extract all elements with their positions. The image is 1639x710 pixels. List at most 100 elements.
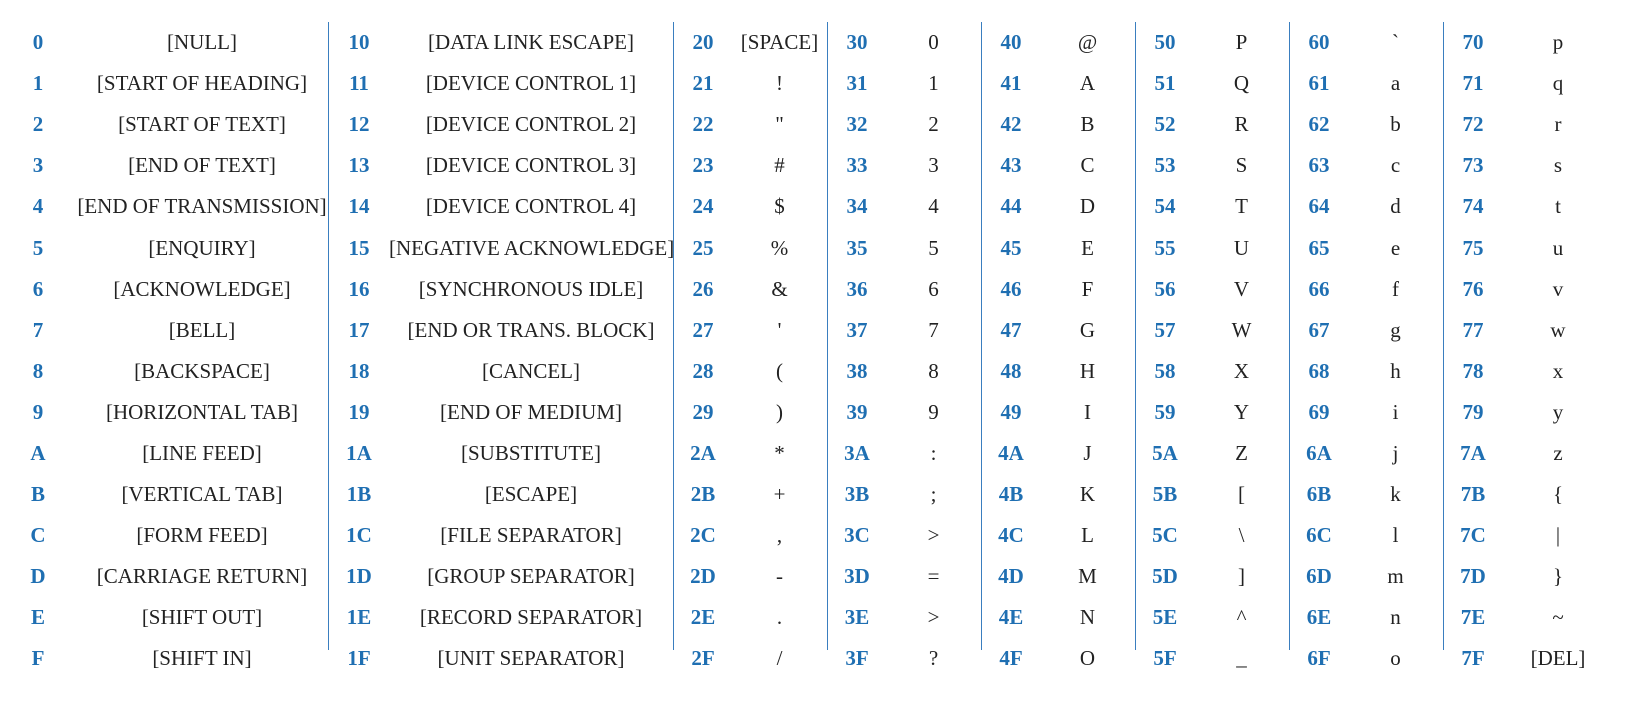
character-value: [END OF TEXT] <box>128 153 276 178</box>
character-value: [CANCEL] <box>482 358 580 383</box>
ascii-row: 5C \ <box>1136 515 1289 556</box>
hex-code: 6F <box>1307 646 1331 671</box>
hex-code: F <box>31 646 45 671</box>
hex-code: 1C <box>346 523 372 548</box>
character-value: K <box>1079 482 1096 507</box>
character-value: F <box>1081 276 1094 301</box>
hex-code: 4A <box>998 440 1024 465</box>
ascii-row: 53 S <box>1136 145 1289 186</box>
hex-code: 6E <box>1306 605 1332 630</box>
ascii-row: 28 ( <box>674 351 827 392</box>
hex-code: 70 <box>1462 30 1484 55</box>
character-value: t <box>1555 194 1561 219</box>
hex-code: 52 <box>1154 112 1176 137</box>
ascii-row: 2F / <box>674 638 827 679</box>
ascii-row: 1C [FILE SEPARATOR] <box>329 515 673 556</box>
character-value: [ <box>1238 482 1245 507</box>
character-value: [END OF MEDIUM] <box>440 399 622 424</box>
ascii-row: 7E ~ <box>1444 597 1614 638</box>
character-value: # <box>774 153 785 178</box>
character-value: _ <box>1236 646 1247 671</box>
hex-code: 35 <box>846 235 868 260</box>
character-value: i <box>1392 399 1399 424</box>
character-value: [FORM FEED] <box>136 523 268 548</box>
ascii-row: 2E. <box>674 597 827 638</box>
ascii-row: 10 [DATA LINK ESCAPE] <box>329 22 673 63</box>
ascii-row: 4D M <box>982 556 1135 597</box>
character-value: [NEGATIVE ACKNOWLEDGE] <box>389 235 675 260</box>
ascii-row: C [FORM FEED] <box>0 515 328 556</box>
ascii-row: 29) <box>674 392 827 433</box>
ascii-row: 43 C <box>982 145 1135 186</box>
ascii-row: 60 ` <box>1290 22 1443 63</box>
ascii-row: 70 p <box>1444 22 1614 63</box>
hex-code: 20 <box>692 30 714 55</box>
character-value: [UNIT SEPARATOR] <box>437 646 625 671</box>
hex-code: 53 <box>1154 153 1176 178</box>
hex-code: 42 <box>1000 112 1022 137</box>
character-value: [SHIFT OUT] <box>141 605 263 630</box>
ascii-row: 2D - <box>674 556 827 597</box>
hex-code: 5A <box>1152 440 1178 465</box>
character-value: s <box>1553 153 1563 178</box>
hex-code: 5C <box>1152 523 1178 548</box>
hex-code: 2 <box>32 112 44 137</box>
hex-code: 7E <box>1460 605 1486 630</box>
character-value: 6 <box>928 276 939 301</box>
hex-code: 76 <box>1462 276 1484 301</box>
character-value: Z <box>1235 440 1248 465</box>
ascii-row: 71 q <box>1444 63 1614 104</box>
hex-code: 32 <box>846 112 868 137</box>
character-value: [NULL] <box>167 30 237 55</box>
character-value: [DEVICE CONTROL 4] <box>425 194 637 219</box>
ascii-row: 18 [CANCEL] <box>329 351 673 392</box>
hex-code: 6D <box>1306 564 1332 589</box>
character-value: ^ <box>1236 605 1247 630</box>
character-value: ? <box>928 646 939 671</box>
ascii-row: 2B + <box>674 474 827 515</box>
hex-code: 4E <box>998 605 1024 630</box>
hex-code: 14 <box>348 194 370 219</box>
ascii-row: 6B k <box>1290 474 1443 515</box>
hex-code: 5F <box>1153 646 1177 671</box>
character-value: [VERTICAL TAB] <box>121 482 283 507</box>
hex-code: 31 <box>846 71 868 96</box>
ascii-row: 5D] <box>1136 556 1289 597</box>
ascii-row: 58 X <box>1136 351 1289 392</box>
ascii-row: 3 [END OF TEXT] <box>0 145 328 186</box>
ascii-row: 0 [NULL] <box>0 22 328 63</box>
hex-code: 2B <box>690 482 716 507</box>
ascii-row: 44 D <box>982 186 1135 227</box>
ascii-row: 49 I <box>982 392 1135 433</box>
hex-code: 62 <box>1308 112 1330 137</box>
hex-code: 78 <box>1462 358 1484 383</box>
hex-code: 6B <box>1306 482 1332 507</box>
ascii-row: 40 @ <box>982 22 1135 63</box>
character-value: [START OF TEXT] <box>118 112 286 137</box>
hex-code: 56 <box>1154 276 1176 301</box>
ascii-row: D [CARRIAGE RETURN] <box>0 556 328 597</box>
hex-code: 4B <box>998 482 1024 507</box>
character-value: N <box>1079 605 1096 630</box>
character-value: ; <box>930 482 937 507</box>
hex-code: 5B <box>1152 482 1178 507</box>
ascii-group: 10 [DATA LINK ESCAPE] 11 [DEVICE CONTROL 1]… <box>328 22 675 670</box>
hex-code: 13 <box>348 153 370 178</box>
ascii-row: 22 " <box>674 104 827 145</box>
ascii-row: 8 [BACKSPACE] <box>0 351 328 392</box>
character-value: = <box>927 564 940 589</box>
ascii-row: 12 [DEVICE CONTROL 2] <box>329 104 673 145</box>
hex-code: 34 <box>846 194 868 219</box>
character-value: > <box>927 605 940 630</box>
ascii-row: 47 G <box>982 310 1135 351</box>
hex-code: D <box>30 564 46 589</box>
character-value: $ <box>774 194 785 219</box>
hex-code: 18 <box>348 358 370 383</box>
character-value: [BELL] <box>168 317 236 342</box>
ascii-row: 76 v <box>1444 269 1614 310</box>
ascii-row: 11 [DEVICE CONTROL 1] <box>329 63 673 104</box>
ascii-row: 66 f <box>1290 269 1443 310</box>
ascii-row: 54 T <box>1136 186 1289 227</box>
ascii-row: 39 9 <box>828 392 981 433</box>
hex-code: 5E <box>1152 605 1178 630</box>
